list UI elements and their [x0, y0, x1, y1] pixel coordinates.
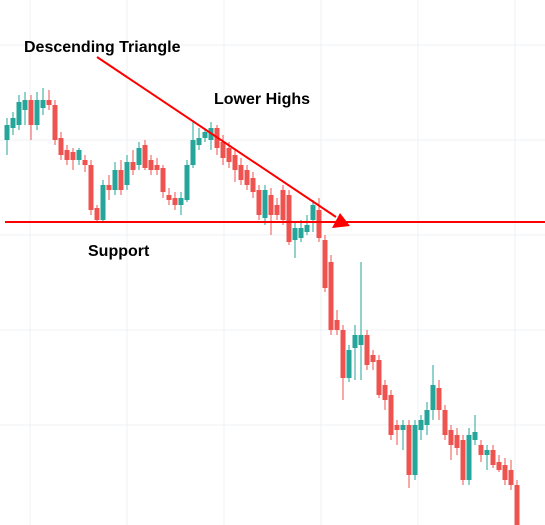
candle-body [310, 205, 316, 220]
candle-body [118, 170, 124, 190]
candle-body [112, 170, 118, 190]
candle-body [358, 335, 364, 345]
candle-body [508, 470, 514, 485]
highs-label: Lower Highs [214, 91, 310, 108]
candle-body [238, 165, 244, 180]
candle-body [382, 385, 388, 400]
candle-body [430, 385, 436, 410]
candle-body [106, 185, 112, 190]
candle-body [16, 102, 22, 125]
candle-body [262, 190, 268, 218]
candle-body [124, 162, 130, 185]
candle-body [226, 148, 232, 162]
candle-body [340, 330, 346, 378]
candle-body [34, 100, 40, 125]
candle-body [172, 198, 178, 205]
candle-body [298, 228, 304, 238]
candle-body [304, 225, 310, 232]
candle-body [76, 150, 82, 160]
candle-body [130, 162, 136, 170]
candle-body [268, 195, 274, 215]
candle-body [4, 125, 10, 140]
candle-body [316, 210, 322, 238]
candle-body [280, 190, 286, 220]
support-label: Support [88, 243, 150, 260]
candle-body [454, 435, 460, 448]
candle-body [52, 105, 58, 140]
candle-body [40, 100, 46, 108]
candle-body [328, 262, 334, 330]
candle-body [286, 195, 292, 242]
candle-body [424, 410, 430, 425]
candle-body [460, 440, 466, 480]
candle-body [418, 420, 424, 430]
candle-body [274, 205, 280, 215]
candle-body [376, 360, 382, 395]
candle-body [220, 142, 226, 158]
candle-body [388, 395, 394, 435]
candle-body [184, 165, 190, 200]
candle-body [484, 450, 490, 455]
candle-body [370, 355, 376, 362]
candle-body [88, 165, 94, 210]
candle-body [442, 410, 448, 435]
candle-body [190, 140, 196, 165]
candle-body [10, 118, 16, 128]
candle-body [58, 138, 64, 155]
candle-body [490, 450, 496, 465]
candle-body [250, 178, 256, 192]
candles [4, 88, 520, 525]
trend-line [96, 56, 337, 218]
candle-body [232, 155, 238, 170]
candle-body [406, 425, 412, 475]
candle-body [136, 148, 142, 165]
candle-body [142, 145, 148, 168]
candle-body [400, 425, 406, 430]
candle-body [394, 425, 400, 430]
candle-body [352, 335, 358, 348]
candle-body [196, 138, 202, 145]
candle-body [22, 100, 28, 110]
candle-body [466, 435, 472, 480]
candle-body [148, 160, 154, 170]
candle-body [436, 388, 442, 410]
candle-body [256, 190, 262, 215]
candle-body [322, 240, 328, 288]
candle-body [334, 320, 340, 330]
candle-body [202, 132, 208, 138]
candle-body [178, 198, 184, 205]
candle-body [166, 195, 172, 200]
candle-body [514, 485, 520, 525]
pattern-label: Descending Triangle [24, 39, 181, 56]
candle-body [94, 208, 100, 220]
candle-body [472, 432, 478, 440]
candle-body [478, 445, 484, 455]
candle-body [82, 160, 88, 165]
candle-body [448, 430, 454, 445]
candle-body [160, 168, 166, 192]
candle-body [100, 185, 106, 220]
candle-body [46, 100, 52, 105]
candle-body [364, 335, 370, 365]
candle-body [154, 165, 160, 170]
candle-body [244, 170, 250, 185]
arrow-head [332, 213, 350, 228]
candle-body [64, 150, 70, 160]
overlay [5, 56, 545, 228]
candle-body [292, 228, 298, 240]
candle-body [502, 465, 508, 480]
candle-body [70, 152, 76, 160]
candle-body [496, 462, 502, 470]
candle-body [346, 350, 352, 378]
candle-body [28, 100, 34, 125]
candle-body [412, 425, 418, 475]
